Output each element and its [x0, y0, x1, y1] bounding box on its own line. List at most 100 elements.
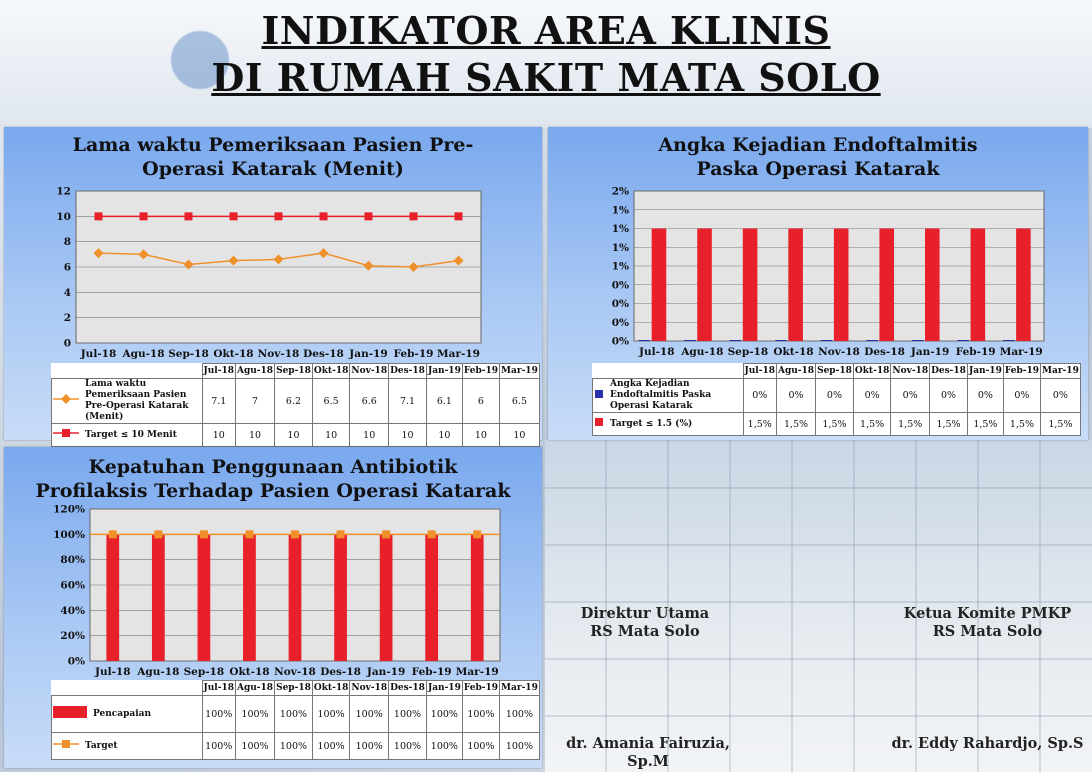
chart2-table-header: Sep-18 [815, 363, 854, 379]
chart2-ytick-label: 0% [612, 279, 629, 291]
chart2-ytick-label: 1% [612, 204, 629, 216]
chart2-bar [729, 340, 742, 341]
chart3-table-header: Agu-18 [234, 680, 276, 696]
chart2-xtick-label: Des-18 [864, 346, 905, 358]
chart3-xtick-label: Jul-18 [94, 666, 131, 678]
chart2-bar [866, 340, 878, 341]
chart1-legend-marker [53, 394, 79, 408]
chart3-bar [470, 534, 484, 661]
chart1-point [409, 212, 418, 221]
chart1-xtick-label: Okt-18 [213, 348, 253, 360]
chart1-table-cell: 7.1 [201, 378, 236, 424]
chart2-bar [925, 228, 940, 341]
chart1-table-header: Nov-18 [349, 363, 390, 379]
chart3-target-point [336, 530, 345, 539]
chart2-table-cell: 1,5% [890, 412, 931, 436]
chart2-legend-entry: Target ≤ 1.5 (%) [592, 412, 744, 436]
background-header [0, 0, 1092, 128]
chart2-table-cell: 0% [1040, 378, 1081, 413]
chart2-ytick-label: 0% [612, 317, 629, 329]
chart2-table-cell: 1,5% [1002, 412, 1042, 436]
chart2-table-cell: 0% [966, 378, 1004, 413]
chart2-legend-marker [594, 389, 604, 403]
chart2-xtick-label: Agu-18 [680, 346, 723, 358]
chart1-point [184, 212, 193, 221]
chart3-target-point [473, 530, 482, 539]
chart2-bar [820, 340, 833, 341]
chart3-table-cell: 100% [388, 695, 427, 733]
chart1-xtick-label: Des-18 [303, 348, 344, 360]
chart1-table-cell: 7 [234, 378, 276, 424]
chart2-table-cell: 1,5% [742, 412, 777, 436]
chart2-table-row: Angka Kejadian Endoftalmitis Paska Opera… [592, 378, 1081, 413]
chart3-table-cell: 100% [311, 695, 351, 733]
chart2-ytick-label: 1% [612, 242, 629, 254]
signature-left-name: dr. Amania Fairuzia, Sp.M [566, 735, 730, 770]
panel-antibiotik: Kepatuhan Penggunaan Antibiotik Profilak… [4, 447, 542, 768]
chart1-ytick-label: 2 [64, 312, 71, 324]
chart3-bar [334, 534, 347, 661]
chart1-table-header: Jul-18 [201, 363, 236, 379]
chart3-xtick-label: Okt-18 [229, 666, 269, 678]
chart1-table-cell: 10 [388, 423, 427, 447]
chart2-bar [775, 340, 787, 341]
chart1-table-cell: 10 [461, 423, 501, 447]
chart1-legend-entry: Target ≤ 10 Menit [51, 423, 203, 447]
chart1-table-header: Jan-19 [425, 363, 463, 379]
chart3-ytick-label: 0% [68, 656, 85, 668]
chart1-table-header: Agu-18 [234, 363, 276, 379]
chart1-table-header: Okt-18 [311, 363, 351, 379]
chart3-xtick-label: Des-18 [320, 666, 361, 678]
chart2-table-header: Nov-18 [890, 363, 931, 379]
chart2-table-header: Feb-19 [1002, 363, 1042, 379]
chart3-table-cell: 100% [461, 695, 501, 733]
chart3-table-cell: 100% [499, 695, 540, 733]
chart3-bar [106, 534, 120, 661]
chart1-table-cell: 10 [349, 423, 390, 447]
chart2-plot: 0% 0% 0% 0% 1% 1% 1% 1% 2% Jul-18 Agu-18 Sep-18 Okt-… [612, 186, 1045, 358]
chart1-point [319, 212, 328, 221]
chart3-target-point [199, 530, 208, 539]
chart2-bar [651, 228, 667, 341]
chart2-xtick-label: Okt-18 [773, 346, 813, 358]
chart3-legend-entry: Target [51, 732, 203, 760]
chart3-table-cell: 100% [234, 732, 276, 760]
chart2-legend-label: Target ≤ 1.5 (%) [610, 418, 693, 429]
chart1-table-cell: 6.5 [311, 378, 351, 424]
chart3-legend-entry: Pencapaian [51, 695, 203, 733]
chart3-table-cell: 100% [461, 732, 501, 760]
chart3-table-header: Nov-18 [349, 680, 390, 696]
background-building-photo [545, 440, 1092, 772]
chart3-target-point [108, 530, 117, 539]
chart3-xtick-label: Feb-19 [412, 666, 452, 678]
chart3-legend-label: Target [85, 740, 118, 751]
chart2-table-header: Jul-18 [742, 363, 777, 379]
chart2-table-cell: 1,5% [1040, 412, 1081, 436]
chart2-table-cell: 1,5% [775, 412, 817, 436]
chart3-target-point [382, 530, 391, 539]
chart1-table-cell: 10 [201, 423, 236, 447]
chart3-table-cell: 100% [234, 695, 276, 733]
chart3-plot: 0% 20% 40% 60% 80% 100% 120% Jul-18 Agu-18 Sep-18… [53, 504, 501, 678]
chart1-ytick-label: 6 [64, 262, 71, 274]
page-title-line1: INDIKATOR AREA KLINIS [261, 8, 831, 53]
chart2-bar [684, 340, 696, 341]
chart2-table-cell: 0% [929, 378, 968, 413]
chart1-table-header: Mar-19 [499, 363, 540, 379]
chart1-xtick-label: Jan-19 [348, 348, 387, 360]
chart3-data-table: Jul-18 Agu-18 Sep-18 Okt-18 Nov-18 Des-18 Jan-… [51, 680, 540, 760]
chart2-table-cell: 1,5% [852, 412, 892, 436]
chart2-bar [697, 228, 712, 341]
chart2-bar [833, 228, 849, 341]
chart2-table-cell: 1,5% [929, 412, 968, 436]
chart2-bar [911, 340, 924, 341]
chart3-ytick-label: 60% [60, 580, 85, 592]
chart1-table-cell: 10 [311, 423, 351, 447]
chart3-bar [379, 534, 393, 661]
chart2-table-header: Jan-19 [966, 363, 1004, 379]
chart2-ytick-label: 1% [612, 223, 629, 235]
chart3-table-cell: 100% [425, 732, 463, 760]
chart3-table-cell: 100% [274, 695, 313, 733]
chart1-ytick-label: 12 [56, 186, 71, 198]
chart3-table-row: Target 100% 100% 100% 100% 100% 100% 100% 100% 10… [51, 732, 540, 760]
